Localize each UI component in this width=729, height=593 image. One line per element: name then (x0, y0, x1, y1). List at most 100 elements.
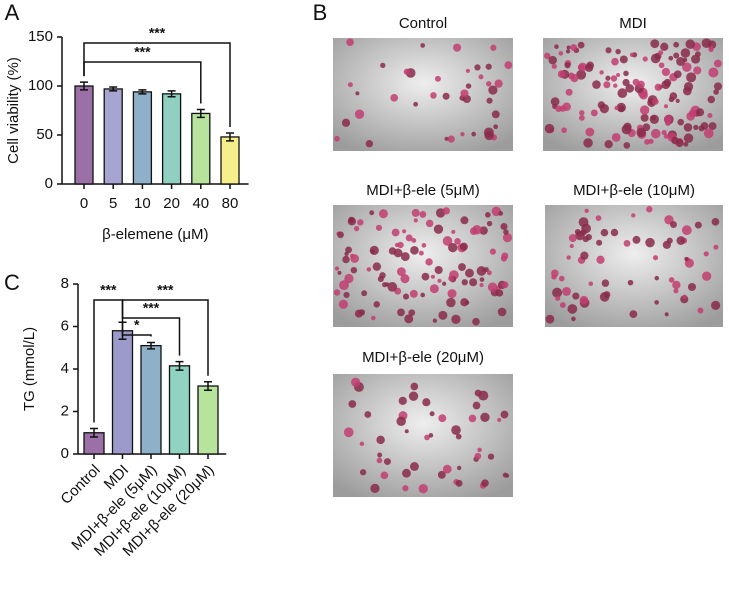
cell (569, 243, 574, 249)
cell (504, 473, 510, 478)
cell (660, 42, 669, 51)
cell (394, 242, 400, 248)
cell (500, 255, 508, 262)
cell (333, 289, 341, 296)
cell (703, 128, 714, 139)
cell (501, 281, 509, 289)
cell (550, 97, 560, 106)
cell (572, 292, 580, 300)
cell (669, 92, 678, 100)
cell (337, 231, 344, 239)
cell (420, 292, 426, 298)
cell (453, 43, 462, 52)
cell (442, 464, 452, 474)
cell (615, 48, 621, 55)
cell (559, 302, 566, 308)
cell (502, 233, 513, 243)
y-axis-label: Cell viability (%) (5, 57, 22, 164)
cell (432, 318, 438, 323)
cell (442, 92, 450, 100)
cell (703, 251, 709, 257)
cell (480, 412, 490, 422)
cell (711, 217, 720, 226)
bar (111, 330, 134, 455)
cell (366, 267, 372, 272)
cell (448, 242, 458, 253)
cell (400, 274, 410, 284)
cell (611, 57, 619, 66)
cell (555, 295, 561, 301)
image-caption: MDI+β-ele (10μM) (573, 182, 695, 199)
cell (640, 113, 649, 122)
cell (479, 226, 488, 235)
cell (430, 274, 435, 279)
y-tick-label: 6 (61, 317, 69, 334)
cell (596, 239, 603, 246)
significance-label: *** (134, 44, 151, 60)
cell (437, 278, 442, 283)
cell (555, 105, 562, 113)
cell (683, 123, 693, 132)
cell (544, 123, 555, 134)
cell (629, 310, 638, 319)
cell (585, 127, 595, 137)
cell (673, 41, 680, 48)
cell (663, 104, 669, 109)
cell (708, 67, 719, 78)
cell (497, 417, 502, 422)
cell (673, 70, 682, 79)
cell (380, 471, 389, 480)
cell (474, 64, 481, 71)
cell (404, 314, 414, 324)
cell (424, 434, 430, 441)
cell (683, 141, 689, 147)
cell (576, 69, 587, 80)
image-caption: MDI (619, 15, 647, 32)
cell (616, 73, 621, 78)
cell (350, 254, 359, 263)
cell (455, 479, 463, 487)
cell (493, 124, 499, 130)
bar (161, 93, 182, 185)
cell (603, 81, 611, 89)
cell (345, 246, 352, 254)
cell (551, 269, 559, 278)
cell (552, 287, 563, 298)
cell (676, 57, 685, 66)
cell (396, 267, 406, 277)
cell (599, 292, 610, 302)
cell (433, 224, 444, 234)
significance-bracket (121, 299, 209, 376)
cell (566, 255, 571, 260)
cell (596, 255, 605, 264)
cell (663, 78, 672, 87)
cell (570, 74, 579, 83)
cell (357, 219, 364, 226)
cell (465, 83, 472, 89)
x-tick-label: Control (57, 462, 103, 508)
cell (654, 275, 660, 281)
panel-letter: B (313, 0, 328, 25)
cell (567, 304, 578, 314)
micrograph-bg (333, 38, 513, 151)
cell (562, 102, 571, 112)
cell (713, 244, 719, 250)
bar (191, 112, 211, 185)
cell (579, 110, 585, 116)
cell (713, 59, 722, 68)
cell (558, 51, 564, 56)
cell (421, 242, 427, 248)
cell (402, 293, 410, 300)
cell (673, 288, 679, 294)
cell (377, 452, 383, 458)
micrograph (545, 205, 723, 327)
cell (577, 41, 585, 49)
cell (343, 427, 354, 438)
cell (571, 316, 576, 322)
cell (672, 280, 681, 290)
cell (434, 75, 441, 82)
cell (390, 93, 399, 102)
cell (477, 447, 482, 453)
cell (584, 208, 589, 213)
cell (584, 63, 594, 72)
